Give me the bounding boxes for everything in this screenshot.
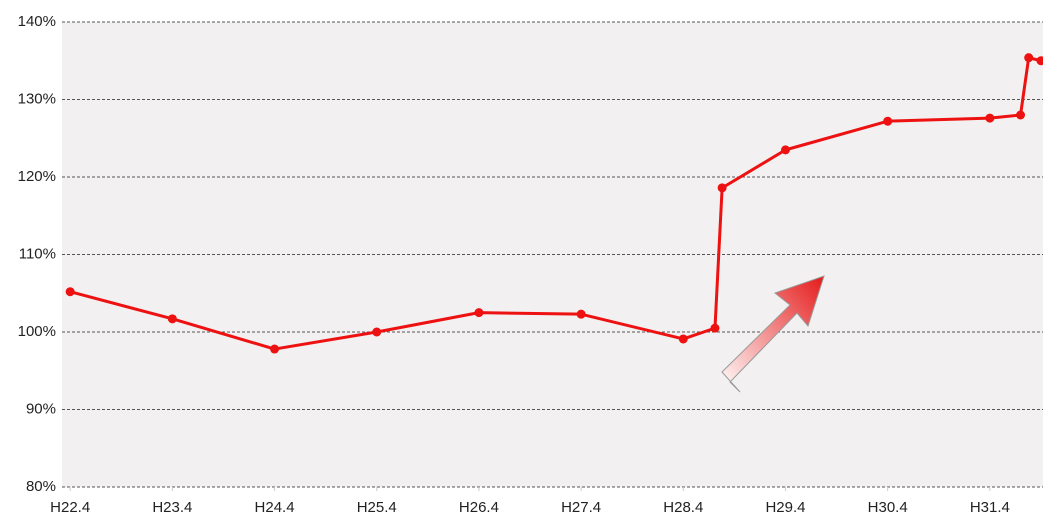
point <box>65 287 75 297</box>
y-tick-label: 100% <box>18 323 56 340</box>
point <box>883 116 893 126</box>
y-tick-label: 80% <box>26 478 56 495</box>
y-tick-label: 120% <box>18 168 56 185</box>
x-tick-label: H27.4 <box>561 499 601 516</box>
x-tick-label: H30.4 <box>868 499 908 516</box>
x-tick-label: H22.4 <box>50 499 90 516</box>
y-tick-label: 130% <box>18 90 56 107</box>
point <box>717 183 727 193</box>
point <box>474 308 484 318</box>
y-tick-label: 90% <box>26 400 56 417</box>
x-tick-label: H26.4 <box>459 499 499 516</box>
point <box>985 113 995 123</box>
x-tick-label: H23.4 <box>152 499 192 516</box>
x-tick-label: H31.4 <box>970 499 1010 516</box>
point <box>780 145 790 155</box>
point <box>372 327 382 337</box>
x-tick-label: H29.4 <box>765 499 805 516</box>
point <box>167 314 177 324</box>
x-tick-label: H24.4 <box>255 499 295 516</box>
point <box>1036 56 1043 66</box>
x-tick-label: H25.4 <box>357 499 397 516</box>
grid <box>62 21 1043 488</box>
y-tick-label: 140% <box>18 13 56 30</box>
y-tick-label: 110% <box>19 245 56 262</box>
x-tick-label: H28.4 <box>663 499 703 516</box>
point <box>710 323 720 333</box>
point <box>270 344 280 354</box>
arrow <box>721 275 825 393</box>
point <box>678 334 688 344</box>
point <box>576 309 586 319</box>
point <box>1024 53 1034 63</box>
point <box>1016 110 1026 120</box>
